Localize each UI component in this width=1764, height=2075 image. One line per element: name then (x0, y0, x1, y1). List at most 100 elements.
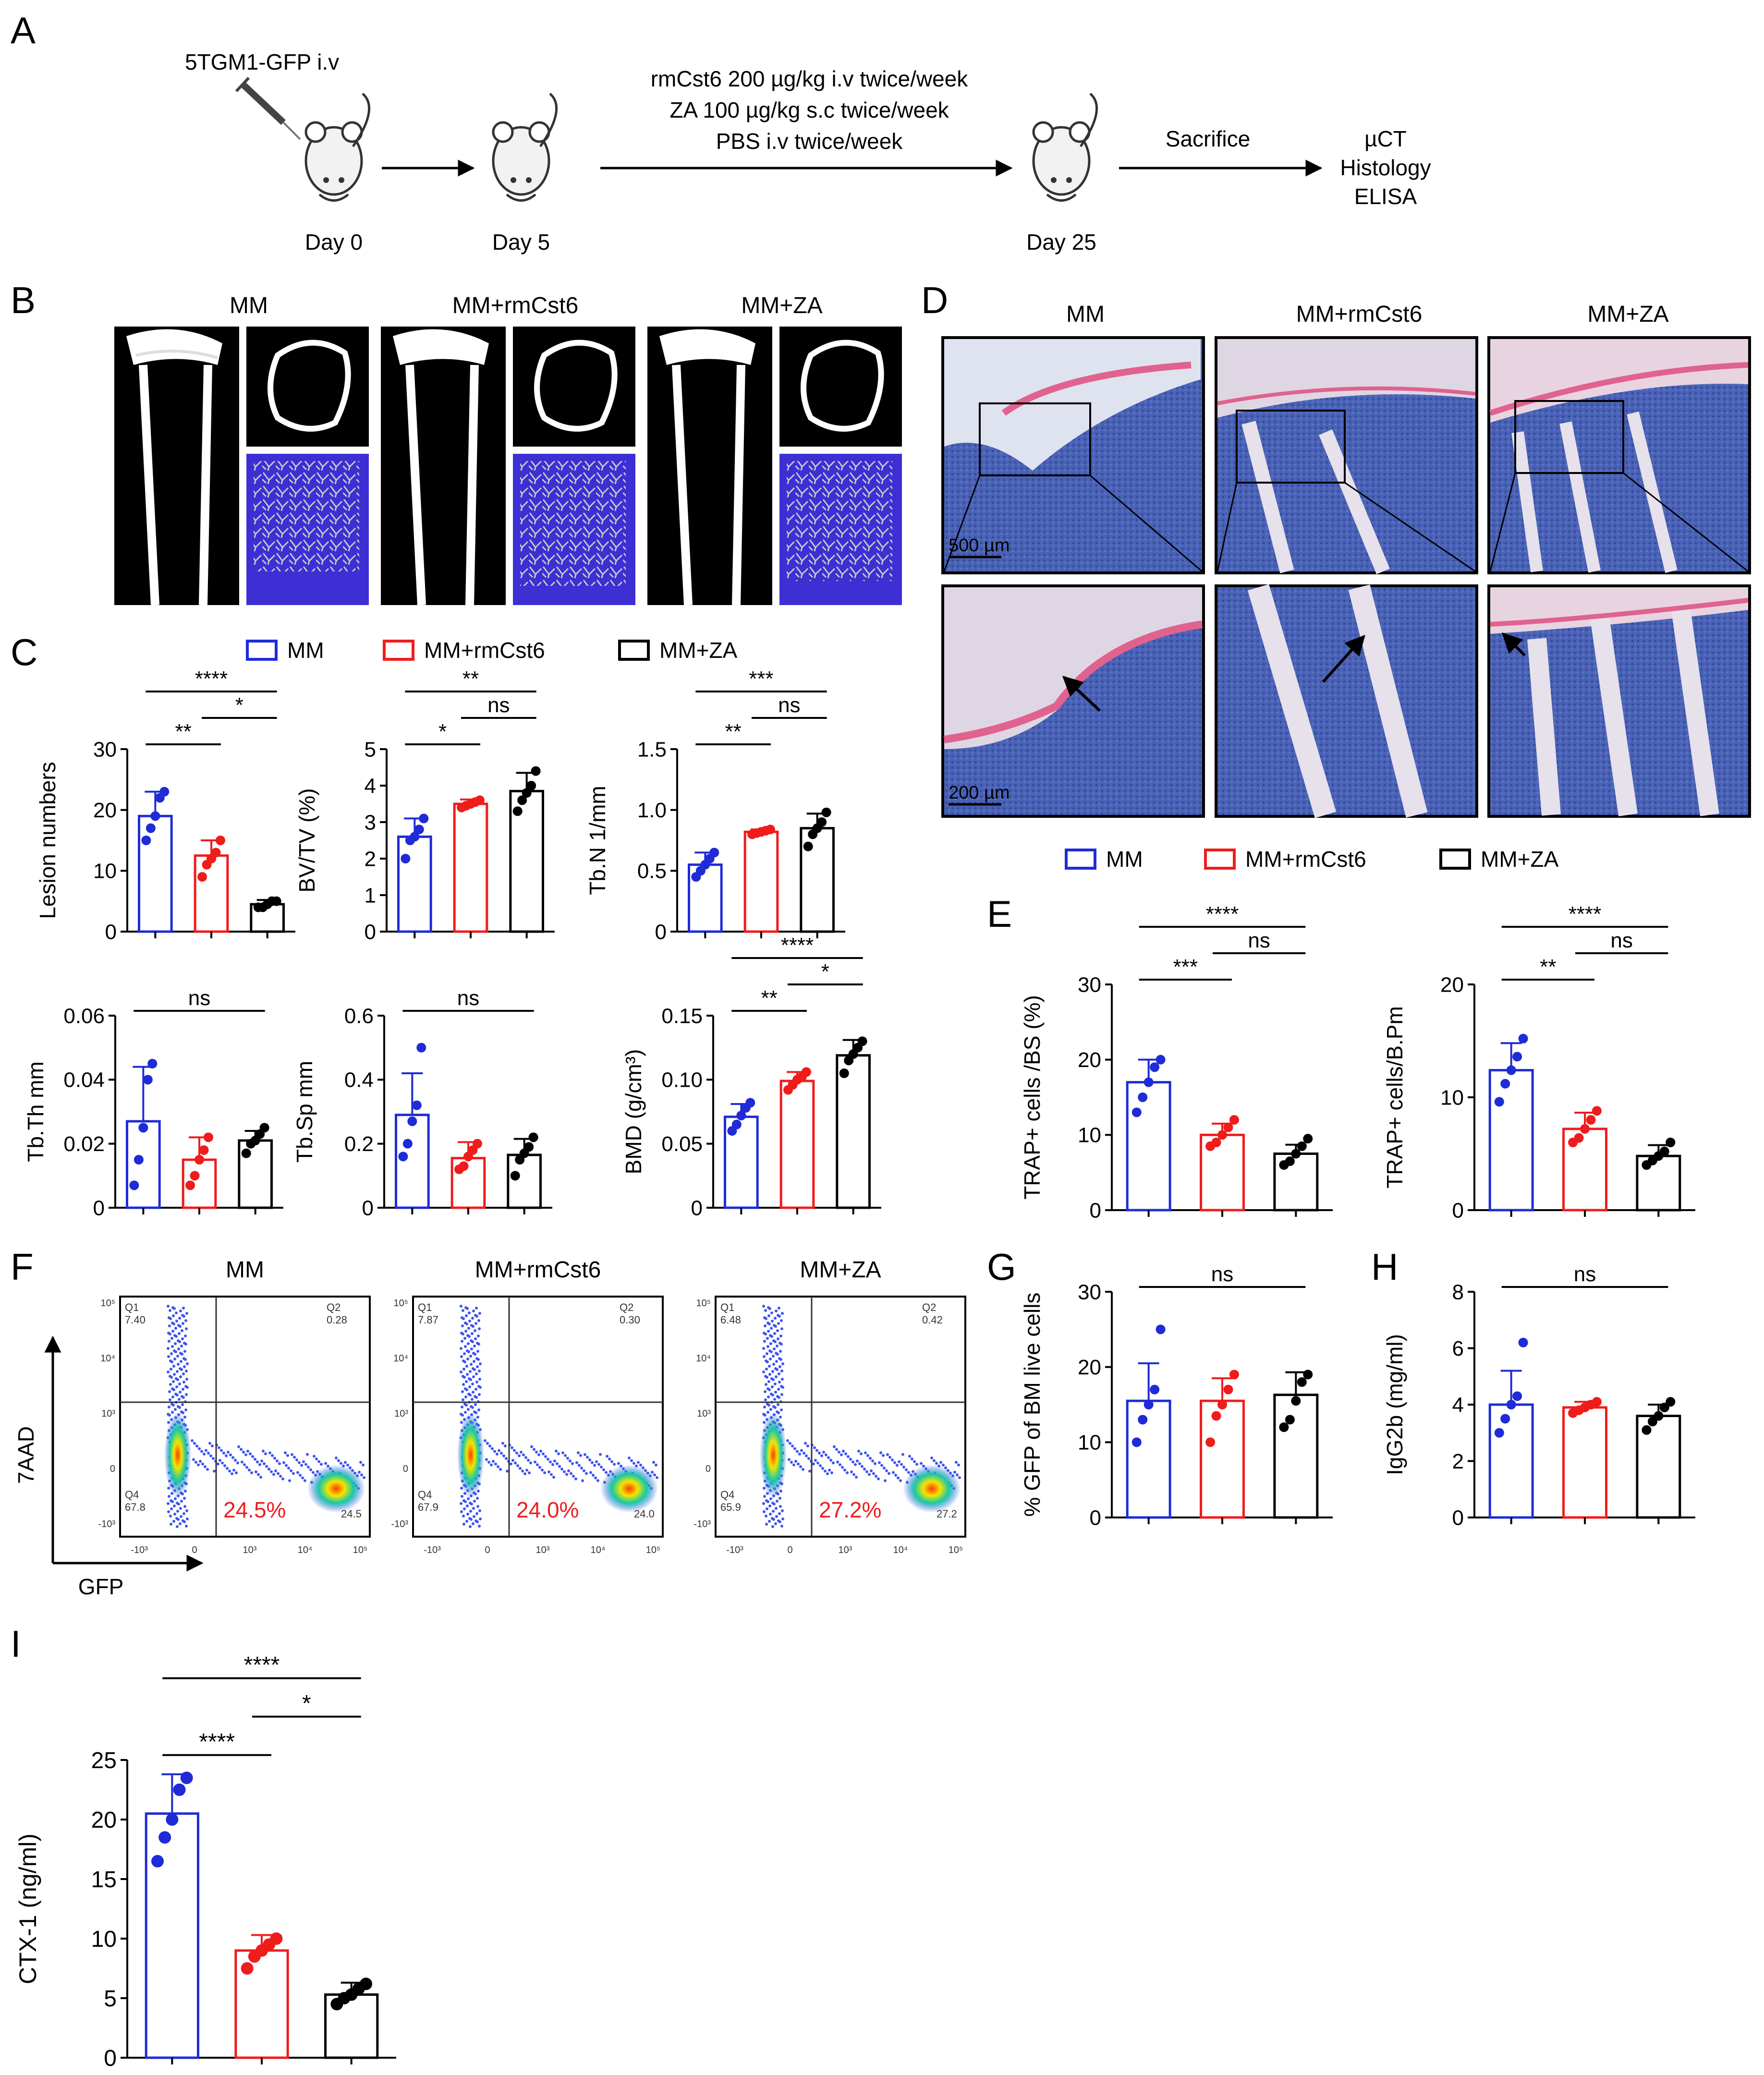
flow-event (298, 1461, 301, 1464)
y-tick-label: 1 (365, 884, 376, 907)
data-point (190, 1171, 200, 1181)
flow-event (933, 1459, 936, 1462)
flow-event (856, 1459, 859, 1463)
flow-event (857, 1449, 860, 1453)
flow-event (206, 1468, 209, 1471)
flow-event (460, 1305, 462, 1308)
data-point (271, 896, 281, 906)
data-point (1647, 1417, 1657, 1427)
flow-event (769, 1342, 772, 1345)
flow-event (171, 1306, 174, 1309)
data-point (402, 1139, 413, 1149)
data-point (241, 1962, 254, 1975)
y-axis-label: Tb.Th mm (23, 1061, 48, 1162)
flow-event (578, 1464, 581, 1467)
flow-event (335, 1456, 338, 1459)
flow-event (184, 1408, 187, 1411)
flow-event (885, 1469, 888, 1472)
bar-0 (395, 1114, 430, 1209)
flow-event (779, 1365, 781, 1368)
flow-event (169, 1383, 172, 1386)
data-point (1592, 1106, 1602, 1116)
flow-event (293, 1456, 296, 1459)
data-point (143, 1075, 153, 1085)
flow-event (767, 1380, 770, 1383)
flow-event (608, 1457, 611, 1461)
flow-event (208, 1442, 211, 1445)
flow-event (179, 1367, 182, 1370)
histo-title-mm: MM (1066, 302, 1105, 327)
flow-event (529, 1461, 532, 1465)
flow-event (816, 1461, 819, 1465)
flow-event (474, 1337, 477, 1340)
data-point (1518, 1033, 1528, 1044)
flow-event (478, 1378, 481, 1381)
flow-y-tick: -10³ (98, 1519, 115, 1529)
flow-event (363, 1476, 365, 1479)
panel-labels: A B C D E F G H I (11, 9, 1398, 1665)
data-point (147, 1059, 158, 1068)
flow-event (772, 1363, 775, 1366)
flow-event (511, 1446, 513, 1449)
flow-event (797, 1462, 800, 1466)
flow-event (460, 1355, 463, 1358)
flow-event (511, 1458, 514, 1462)
data-point (1285, 1156, 1295, 1166)
data-point (197, 872, 207, 882)
histo-top-za (1487, 336, 1751, 574)
flow-event (762, 1347, 765, 1350)
histo-top-rmcst6 (1215, 336, 1478, 574)
data-point (1156, 1055, 1166, 1065)
flow-event (185, 1393, 188, 1396)
syringe-icon (235, 76, 301, 140)
flow-event (173, 1358, 176, 1360)
flow-event (763, 1495, 766, 1498)
flow-event (171, 1411, 174, 1414)
flow-event (764, 1375, 767, 1378)
histo-bottom-mm: 200 µm (941, 584, 1205, 818)
data-point (1205, 1437, 1216, 1447)
flow-event (583, 1469, 585, 1472)
flow-event (888, 1472, 890, 1475)
data-point (141, 836, 151, 845)
flow-event (195, 1444, 198, 1448)
flow-event (793, 1447, 796, 1450)
flow-event (465, 1520, 468, 1523)
flow-event (462, 1368, 465, 1371)
legend-mm: MM (1106, 847, 1143, 872)
flow-event (174, 1342, 177, 1345)
flow-event (891, 1458, 894, 1462)
flow-event (191, 1439, 194, 1442)
output-ct: µCT (1364, 126, 1407, 151)
y-tick-label: 0.10 (661, 1068, 703, 1092)
flow-event (286, 1454, 289, 1457)
flow-event (524, 1456, 527, 1459)
flow-event (171, 1395, 174, 1398)
flow-event (806, 1444, 809, 1448)
flow-event (183, 1342, 186, 1345)
flow-event (473, 1515, 475, 1518)
flow-event (200, 1450, 203, 1453)
flow-event (240, 1448, 243, 1451)
data-point (512, 806, 523, 816)
flow-event (167, 1305, 170, 1308)
flow-event (780, 1525, 783, 1528)
flow-event (249, 1452, 252, 1456)
flow-event (173, 1373, 176, 1376)
flow-event (270, 1470, 273, 1473)
flow-event (855, 1476, 858, 1479)
data-point (472, 1139, 482, 1149)
flow-event (185, 1525, 188, 1528)
flow-event (558, 1465, 561, 1468)
flow-event (766, 1322, 769, 1324)
flow-event (840, 1453, 843, 1456)
flow-event (475, 1357, 478, 1360)
y-axis-label: BMD (g/cm³) (621, 1049, 646, 1175)
flow-event (763, 1340, 766, 1343)
flow-event (472, 1310, 475, 1312)
flow-event (504, 1444, 507, 1448)
flow-event (808, 1469, 811, 1473)
flow-event (841, 1466, 844, 1469)
flow-event (274, 1469, 277, 1472)
